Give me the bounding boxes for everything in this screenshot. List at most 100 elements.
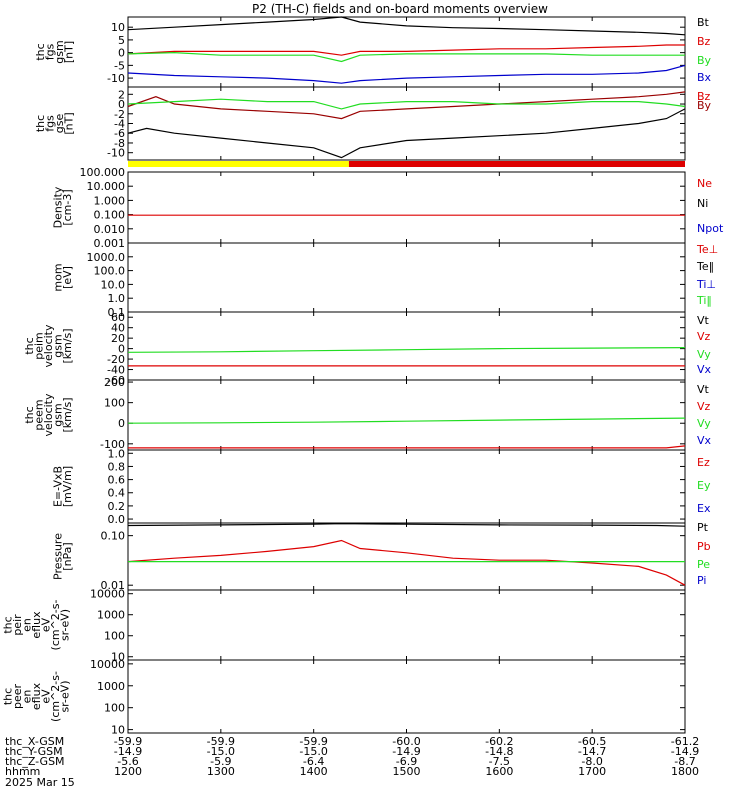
panel-frame (127, 311, 686, 381)
y-axis-label-line: [nT] (62, 112, 75, 134)
y-axis-label: thcpeimvelocitygsm[km/s] (23, 324, 74, 367)
y-tick-label: -8 (114, 137, 125, 150)
y-tick-label: 10000 (90, 658, 125, 671)
mode-bar-segment (128, 161, 349, 167)
y-axis-label-line: eflux (30, 682, 43, 710)
y-axis-label-line: eV (40, 617, 53, 632)
x-row-value: 1800 (671, 765, 699, 778)
legend-By: By (697, 99, 712, 112)
legend-Ey: Ey (697, 479, 711, 492)
y-axis-label: E=-VxB[mV/m] (51, 466, 74, 507)
legend-Bt: Bt (697, 16, 710, 29)
y-tick-label: 100 (104, 397, 125, 410)
legend-Vx: Vx (697, 434, 712, 447)
y-axis-label-line: thc (2, 688, 15, 705)
y-tick-label: 40 (111, 322, 125, 335)
y-axis-label-line: fgs (43, 115, 56, 132)
y-tick-label: 5 (118, 34, 125, 47)
x-row-value: -5.9 (210, 755, 231, 768)
y-axis-label-line: eV (40, 689, 53, 704)
y-tick-label: -6 (114, 127, 125, 140)
y-tick-label: -4 (114, 118, 125, 131)
x-row-value: -14.9 (114, 745, 142, 758)
y-axis-label-line: gse (53, 114, 66, 134)
y-axis-label-line: velocity (42, 393, 55, 436)
y-tick-label: 10000 (90, 588, 125, 601)
x-row-value: 1700 (578, 765, 606, 778)
x-row-value: -6.4 (303, 755, 324, 768)
x-row-label: thc_X-GSM (5, 735, 64, 748)
x-row-value: -8.7 (674, 755, 695, 768)
y-tick-label: -100 (100, 438, 125, 451)
x-row-value: -14.9 (671, 745, 699, 758)
legend-Vz: Vz (697, 400, 711, 413)
x-row-value: -6.9 (396, 755, 417, 768)
series-Bt (127, 16, 686, 36)
y-axis-label-line: [cm-3] (61, 189, 74, 225)
y-axis-label: Pressure[nPa] (51, 533, 74, 580)
y-axis-label: Density[cm-3] (51, 186, 74, 228)
y-tick-label: 0.4 (108, 487, 126, 500)
y-axis-label-line: en (21, 690, 34, 704)
x-row-value: 1400 (300, 765, 328, 778)
series-Vy (127, 347, 686, 353)
y-axis-label-line: sr-eV) (59, 609, 72, 641)
y-axis-label-line: [nT] (62, 41, 75, 63)
x-row-value: 1500 (393, 765, 421, 778)
x-row-value: -14.8 (485, 745, 513, 758)
series-Bz (127, 44, 685, 56)
y-axis-label-line: Pressure (51, 533, 64, 580)
x-row-value: -8.0 (581, 755, 602, 768)
y-tick-label: 0.001 (94, 237, 126, 250)
x-row-label: hhmm (5, 765, 40, 778)
y-tick-label: 0.0 (108, 513, 126, 526)
x-row-value: -5.6 (117, 755, 138, 768)
x-row-label: thc_Y-GSM (5, 745, 63, 758)
legend-Ne: Ne (697, 177, 712, 190)
x-row-value: 1200 (114, 765, 142, 778)
panel-pressure: 0.10 0.01 Pressure[nPa] Pt Pb Pe Pi (51, 521, 710, 592)
legend-Te‖: Te‖ (696, 260, 714, 273)
legend-Bz: Bz (697, 35, 711, 48)
mode-bar-segment (348, 161, 685, 167)
x-row-value: -59.9 (299, 735, 327, 748)
legend-Pi: Pi (697, 574, 706, 587)
y-tick-label: 0 (118, 417, 125, 430)
x-row-value: -59.9 (114, 735, 142, 748)
y-tick-label: -2 (114, 108, 125, 121)
legend-Vx: Vx (697, 363, 712, 376)
y-axis-label-line: fgs (43, 43, 56, 60)
legend-Npot: Npot (697, 222, 724, 235)
y-tick-label: 2 (118, 88, 125, 101)
y-axis-label-line: gsm (53, 40, 66, 63)
legend-Ni: Ni (697, 197, 708, 210)
legend-Ti‖: Ti‖ (696, 294, 712, 307)
y-axis-label: thcpeemvelocitygsm[km/s] (23, 393, 74, 436)
panel-peir-eflux: 10000 1000 100 10 thcpeirenefluxeV(cm^2-s-sr… (2, 588, 686, 664)
legend-Vt: Vt (697, 314, 710, 327)
panel-frame (127, 449, 686, 524)
y-tick-label: -10 (107, 147, 125, 160)
y-axis-label-line: thc (2, 616, 15, 633)
y-axis-label: thcfgsgse[nT] (34, 112, 76, 134)
y-axis-label-line: gsm (52, 334, 65, 357)
legend-Bz: Bz (697, 90, 711, 103)
y-tick-label: 10.000 (87, 180, 126, 193)
y-tick-label: 0.100 (94, 209, 126, 222)
panel-frame (127, 589, 686, 661)
x-row-value: -15.0 (207, 745, 235, 758)
series-Vz (128, 445, 686, 449)
y-tick-label: 0.1 (108, 306, 126, 319)
panel-frame (127, 86, 686, 161)
y-axis-label-line: peem (33, 399, 46, 430)
y-tick-label: 1000.0 (87, 251, 126, 264)
y-axis-label-line: (cm^2-s- (49, 671, 62, 722)
y-axis-label-line: velocity (42, 324, 55, 367)
y-axis-label-line: [km/s] (61, 397, 74, 432)
y-axis-label: thcpeirenefluxeV(cm^2-s-sr-eV) (2, 600, 72, 651)
y-tick-label: 100 (104, 702, 125, 715)
y-axis-label-line: [mV/m] (61, 466, 74, 507)
y-tick-label: 10 (111, 651, 125, 664)
y-tick-label: 10 (111, 21, 125, 34)
